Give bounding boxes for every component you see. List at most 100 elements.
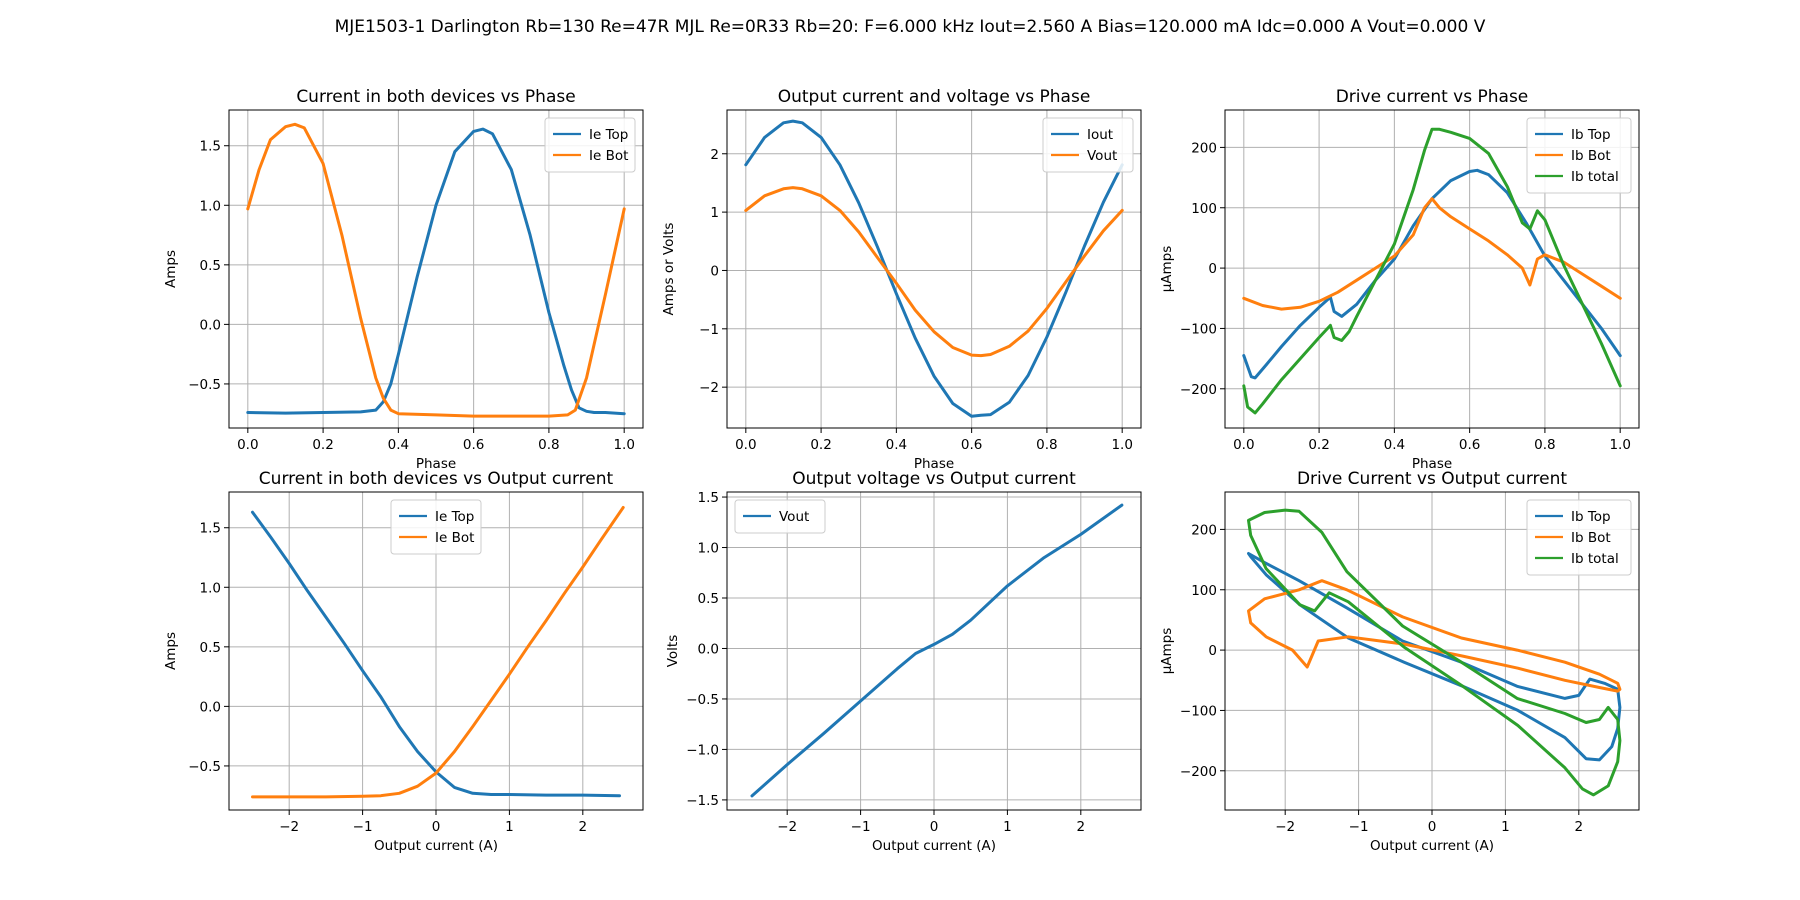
series-line-ib-bot [1247,579,1622,693]
series-line-ie-bot [246,122,626,418]
y-tick-label: 2 [710,147,719,163]
y-tick-label: 100 [1191,201,1217,217]
legend-entry: Ib Bot [1571,530,1611,546]
y-tick-label: 1.0 [200,580,221,596]
series-line-vout [750,503,1124,798]
y-tick-label: −0.5 [188,759,221,775]
x-tick-label: −1 [851,819,871,835]
subplot-title: Current in both devices vs Phase [296,87,575,107]
x-tick-label: 2 [1575,819,1584,835]
subplot-p3: 0.0 0.2 0.4 0.6 0.8 1.0 −200 −100 0 100 200 Drive c… [1159,87,1640,472]
legend-box [1526,117,1632,194]
subplot-title: Output voltage vs Output current [792,469,1076,489]
y-tick-label: 0.5 [200,258,221,274]
legend-entry: Ib Bot [1571,148,1611,164]
x-tick-label: 0.6 [961,437,982,453]
x-tick-label: 0.2 [312,437,333,453]
x-tick-label: 0 [432,819,441,835]
legend-entry: Ib total [1571,169,1619,185]
legend: Ie Top Ie Bot [390,499,482,555]
subplot-title: Output current and voltage vs Phase [778,87,1091,107]
y-tick-label: 0.5 [698,591,719,607]
y-tick-label: 0.5 [200,640,221,656]
legend-entry: Ib Top [1571,509,1611,525]
subplot-p6: −2 −1 0 1 2 −200 −100 0 100 200 Drive Current vs O… [1159,469,1640,854]
legend-box [1042,117,1134,173]
x-axis-label: Output current (A) [1370,838,1494,854]
legend-entry: Vout [1087,148,1117,164]
x-tick-label: −2 [279,819,299,835]
series-line-ie-bot [251,506,625,799]
y-tick-label: −200 [1180,764,1217,780]
legend-entry: Ib Top [1571,127,1611,143]
x-tick-label: −2 [777,819,797,835]
y-axis-label: Volts [665,635,681,668]
series-line-iout [744,119,1124,418]
y-axis-label: Amps [163,250,179,288]
x-tick-label: 0.8 [1534,437,1555,453]
series-line-ie-top [246,127,626,416]
y-tick-label: 0.0 [698,641,719,657]
y-tick-label: 0.0 [200,317,221,333]
subplot-title: Drive Current vs Output current [1297,469,1567,489]
x-tick-label: 0 [930,819,939,835]
y-tick-label: 0 [1208,261,1217,277]
x-tick-label: 1 [505,819,514,835]
y-axis-label: Amps or Volts [661,223,677,316]
axes-frame [228,109,644,429]
x-tick-label: −1 [1349,819,1369,835]
y-tick-label: −1.0 [686,742,719,758]
y-tick-label: 200 [1191,522,1217,538]
y-tick-label: 1.5 [200,521,221,537]
y-tick-label: 0 [1208,643,1217,659]
x-tick-label: −1 [353,819,373,835]
x-tick-label: 0.0 [735,437,756,453]
series-line-ib-total [1242,127,1622,415]
axes-frame [1224,109,1640,429]
y-axis-label: µAmps [1159,246,1175,293]
x-axis-label: Output current (A) [872,838,996,854]
legend: Ie Top Ie Bot [544,117,636,173]
axes-frame [726,109,1142,429]
x-tick-label: −2 [1275,819,1295,835]
x-axis-label: Output current (A) [374,838,498,854]
y-tick-label: 1.0 [200,198,221,214]
figure-title: MJE1503-1 Darlington Rb=130 Re=47R MJL R… [335,17,1486,37]
y-tick-label: 1.5 [200,139,221,155]
x-tick-label: 1.0 [1111,437,1132,453]
x-axis-label: Phase [416,456,456,472]
x-tick-label: 0.8 [1036,437,1057,453]
legend: Vout [734,499,826,534]
x-tick-label: 0.8 [538,437,559,453]
subplot-p4: −2 −1 0 1 2 −0.5 0.0 0.5 1.0 1.5 Current in both d… [163,469,644,854]
x-tick-label: 0 [1428,819,1437,835]
legend-box [390,499,482,555]
y-tick-label: −0.5 [686,692,719,708]
y-axis-label: Amps [163,632,179,670]
x-axis-label: Phase [914,456,954,472]
subplot-p1: 0.0 0.2 0.4 0.6 0.8 1.0 −0.5 0.0 0.5 1.0 1.5 Curren… [163,87,644,472]
subplot-title: Drive current vs Phase [1336,87,1529,107]
subplot-p2: 0.0 0.2 0.4 0.6 0.8 1.0 −2 −1 0 1 2 Output current … [661,87,1142,472]
x-tick-label: 0.4 [1384,437,1405,453]
y-tick-label: 200 [1191,140,1217,156]
legend-entry: Ie Bot [435,530,474,546]
subplots: 0.0 0.2 0.4 0.6 0.8 1.0 −0.5 0.0 0.5 1.0 1.5 Curren… [163,87,1640,854]
subplot-title: Current in both devices vs Output curren… [259,469,614,489]
x-tick-label: 1 [1003,819,1012,835]
legend-entry: Ie Bot [589,148,628,164]
y-tick-label: −100 [1180,321,1217,337]
y-tick-label: −200 [1180,382,1217,398]
x-tick-label: 0.0 [1233,437,1254,453]
y-tick-label: −2 [699,380,719,396]
y-tick-label: −100 [1180,703,1217,719]
x-tick-label: 0.6 [463,437,484,453]
legend-box [544,117,636,173]
x-tick-label: 0.6 [1459,437,1480,453]
legend-box [1526,499,1632,576]
x-tick-label: 1.0 [613,437,634,453]
legend-entry: Ib total [1571,551,1619,567]
series-line-ib-top [1242,168,1622,380]
